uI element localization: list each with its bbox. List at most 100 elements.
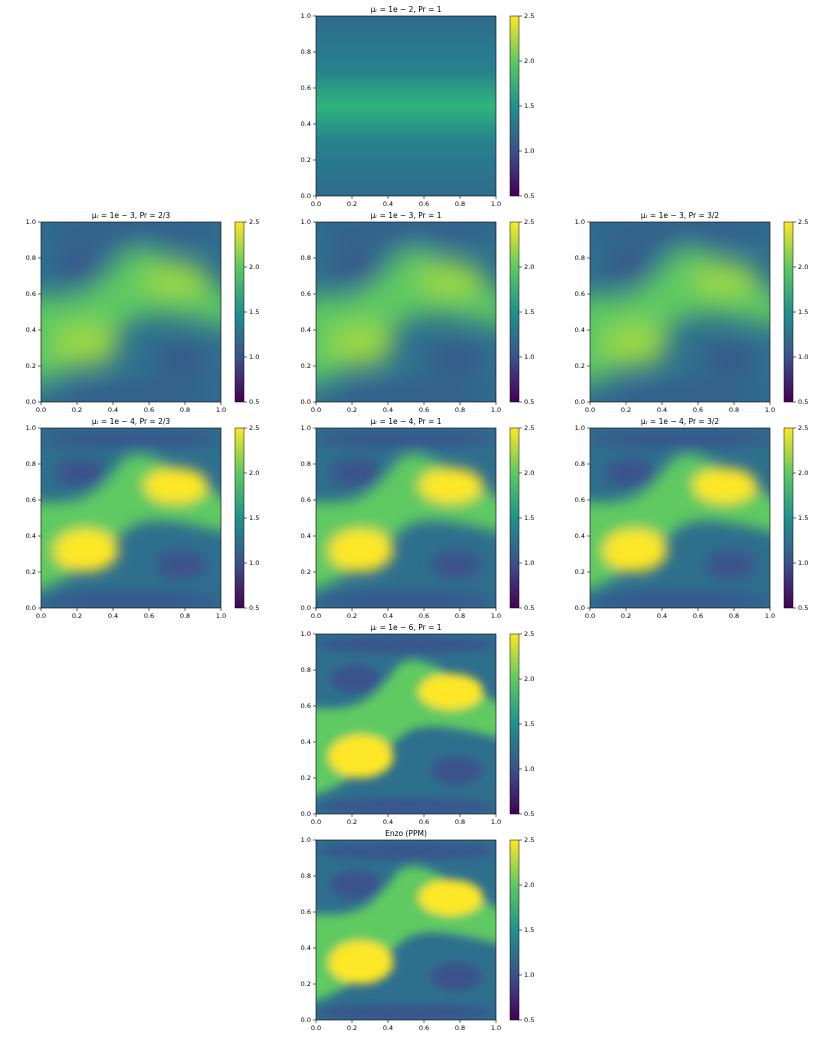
colorbar-tick-label: 1.0 [798,353,808,361]
y-tick-label: 0.2 [301,568,311,576]
x-tick-label: 1.0 [491,406,501,414]
colorbar-tick-label: 2.0 [798,469,808,477]
x-tick-label: 1.0 [491,818,501,826]
y-tick-label: 0.8 [301,254,311,262]
x-tick-label: 0.6 [144,406,154,414]
y-tick-label: 1.0 [301,630,311,638]
colorbar-tick-label: 1.5 [524,926,534,934]
x-tick-label: 0.4 [383,406,393,414]
colorbar-tick-label: 0.5 [524,398,534,406]
colorbar-tick-label: 2.0 [524,263,534,271]
x-tick-label: 0.4 [108,406,118,414]
y-tick-label: 0.6 [301,290,311,298]
y-tick-label: 0.2 [301,980,311,988]
colorbar-tick-label: 0.5 [524,192,534,200]
x-tick-label: 0.2 [347,1024,357,1032]
x-tick-label: 0.6 [144,612,154,620]
colorbar-tick-label: 1.0 [249,559,259,567]
colorbar-tick-label: 2.0 [798,263,808,271]
y-tick-label: 0.6 [301,496,311,504]
y-tick-label: 0.4 [301,944,311,952]
colorbar-tick-label: 1.5 [249,514,259,522]
colorbar [509,427,520,609]
panel-title: μᵣ = 1e − 3, Pr = 3/2 [641,211,720,220]
x-tick-label: 0.0 [311,406,321,414]
y-tick-label: 0.4 [301,120,311,128]
plot-frame [589,427,771,609]
y-tick-label: 0.0 [301,604,311,612]
colorbar-tick-label: 1.5 [798,308,808,316]
x-tick-label: 0.6 [693,612,703,620]
y-tick-label: 0.8 [301,666,311,674]
colorbar-tick-label: 0.5 [524,1016,534,1024]
colorbar-tick-label: 2.5 [798,424,808,432]
y-tick-label: 0.0 [575,398,585,406]
y-tick-label: 0.6 [301,702,311,710]
colorbar-tick-label: 2.5 [524,630,534,638]
x-tick-label: 1.0 [765,406,775,414]
y-tick-label: 0.2 [301,156,311,164]
plot-frame [40,221,222,403]
x-tick-label: 0.2 [621,406,631,414]
panel: μᵣ = 1e − 4, Pr = 2/3 0.0 0.2 0.4 0.6 0.8 1.0 0… [26,417,260,620]
x-tick-label: 0.4 [383,1024,393,1032]
y-tick-label: 1.0 [301,12,311,20]
y-tick-label: 1.0 [301,218,311,226]
colorbar-tick-label: 2.5 [249,424,259,432]
y-tick-label: 1.0 [575,424,585,432]
x-tick-label: 1.0 [491,1024,501,1032]
y-tick-label: 0.2 [26,362,36,370]
colorbar-tick-label: 0.5 [249,604,259,612]
y-tick-label: 0.8 [575,254,585,262]
colorbar [509,15,520,197]
panel-title: Enzo (PPM) [385,829,427,838]
y-tick-label: 0.6 [26,496,36,504]
x-tick-label: 0.4 [383,612,393,620]
y-tick-label: 0.8 [575,460,585,468]
x-tick-label: 0.4 [383,200,393,208]
y-tick-label: 0.0 [301,398,311,406]
heatmap-image [41,428,221,608]
colorbar [509,221,520,403]
x-tick-label: 1.0 [216,406,226,414]
y-tick-label: 0.0 [301,192,311,200]
y-tick-label: 0.8 [301,872,311,880]
y-tick-label: 0.6 [575,496,585,504]
x-tick-label: 1.0 [491,200,501,208]
panel: μᵣ = 1e − 3, Pr = 2/3 0.0 0.2 0.4 0.6 0.8 1.0 0… [26,211,260,414]
x-tick-label: 0.0 [585,406,595,414]
x-tick-label: 0.0 [311,612,321,620]
y-tick-label: 0.0 [575,604,585,612]
y-tick-label: 0.0 [301,810,311,818]
panel: μᵣ = 1e − 6, Pr = 1 0.0 0.2 0.4 0.6 0.8 1.0 0.0… [301,623,535,826]
colorbar-tick-label: 1.5 [524,308,534,316]
colorbar [234,221,245,403]
y-tick-label: 0.6 [301,908,311,916]
y-tick-label: 0.4 [575,326,585,334]
colorbar [509,839,520,1021]
x-tick-label: 0.8 [180,612,190,620]
colorbar-tick-label: 1.0 [524,353,534,361]
x-tick-label: 0.8 [455,818,465,826]
x-tick-label: 1.0 [216,612,226,620]
x-tick-label: 0.0 [311,818,321,826]
heatmap-image [316,428,496,608]
y-tick-label: 0.2 [301,362,311,370]
x-tick-label: 0.2 [72,406,82,414]
y-tick-label: 0.6 [301,84,311,92]
y-tick-label: 0.8 [26,254,36,262]
y-tick-label: 0.4 [26,532,36,540]
x-tick-label: 0.0 [585,612,595,620]
x-tick-label: 0.8 [729,406,739,414]
y-tick-label: 0.0 [26,604,36,612]
y-tick-label: 0.2 [575,362,585,370]
colorbar [509,633,520,815]
x-tick-label: 0.2 [347,612,357,620]
colorbar-tick-label: 2.5 [524,12,534,20]
y-tick-label: 0.4 [301,326,311,334]
panel: μᵣ = 1e − 4, Pr = 1 0.0 0.2 0.4 0.6 0.8 1.0 0.0… [301,417,535,620]
colorbar-tick-label: 1.5 [249,308,259,316]
colorbar-tick-label: 2.5 [798,218,808,226]
colorbar-tick-label: 2.5 [524,218,534,226]
